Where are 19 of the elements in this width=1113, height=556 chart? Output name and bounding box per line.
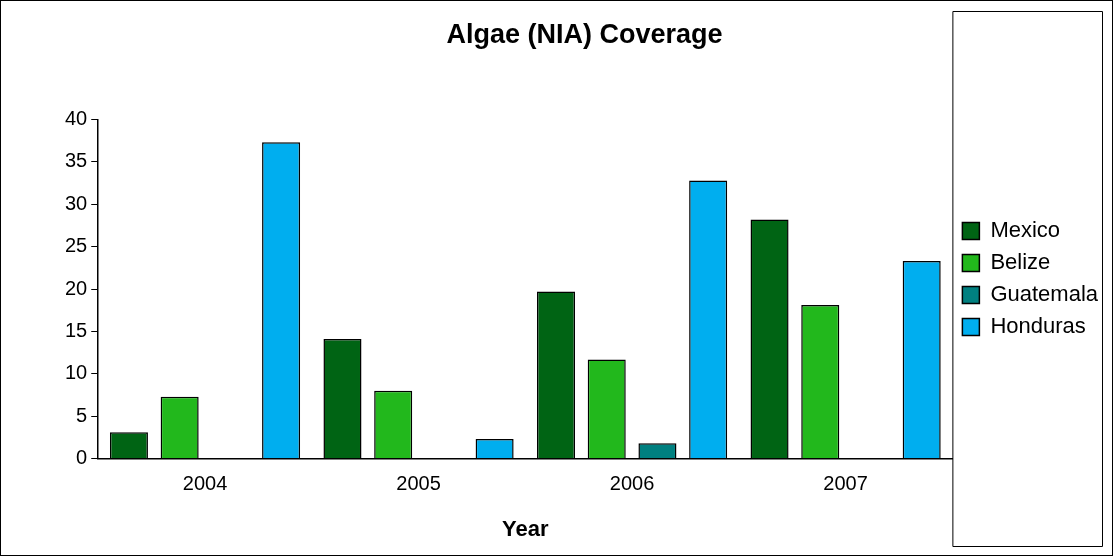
x-tick-label: 2006 xyxy=(609,472,655,495)
legend-label: Honduras xyxy=(990,313,1086,339)
y-tick-label: 25 xyxy=(65,234,88,257)
y-tick-label: 35 xyxy=(65,149,88,172)
legend-label: Mexico xyxy=(990,217,1061,243)
y-tick-label: 0 xyxy=(76,446,88,469)
x-axis-title: Year xyxy=(502,515,549,541)
x-tick-label: 2007 xyxy=(823,472,868,495)
legend-label: Guatemala xyxy=(990,281,1099,307)
x-tick-label: 2004 xyxy=(182,472,228,495)
chart-title: Algae (NIA) Coverage xyxy=(446,18,723,49)
y-tick-label: 20 xyxy=(65,276,88,299)
y-tick-label: 30 xyxy=(65,191,88,214)
y-tick-label: 10 xyxy=(65,361,88,384)
y-tick-label: 15 xyxy=(65,318,88,341)
x-tick-label: 2005 xyxy=(396,472,441,495)
y-tick-label: 40 xyxy=(65,106,88,129)
y-tick-label: 5 xyxy=(76,403,88,426)
legend-label: Belize xyxy=(990,249,1051,275)
